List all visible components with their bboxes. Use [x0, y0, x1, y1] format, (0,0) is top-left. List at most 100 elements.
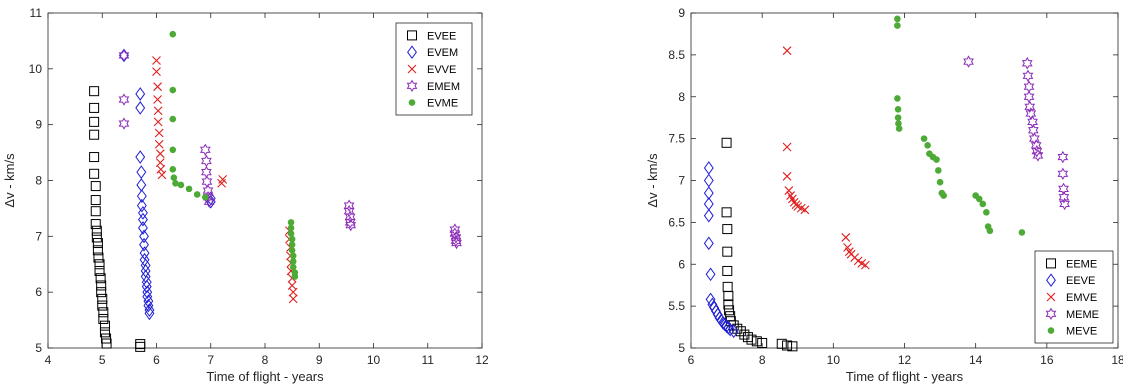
data-point [344, 216, 356, 229]
data-point [177, 181, 185, 189]
data-point [169, 146, 177, 154]
data-point [136, 189, 147, 203]
data-point [983, 209, 990, 216]
data-point [288, 287, 298, 297]
series-eeve [703, 161, 739, 339]
data-point [97, 300, 108, 311]
data-point [894, 15, 901, 23]
data-point [138, 221, 148, 235]
data-point [894, 106, 902, 113]
data-point [724, 305, 735, 316]
legend-marker [1046, 258, 1056, 269]
y-axis-label: Δv - km/s [2, 153, 17, 208]
legend-marker [1046, 273, 1056, 288]
data-point [91, 225, 102, 236]
data-point [935, 167, 942, 174]
data-point [1057, 167, 1069, 180]
x-tick-label: 4 [45, 353, 52, 367]
data-point [1031, 144, 1043, 158]
data-point [721, 207, 732, 218]
data-point [141, 275, 152, 289]
data-point [1022, 69, 1034, 83]
data-point [894, 114, 902, 121]
data-point [800, 205, 810, 215]
x-tick-label: 18 [1111, 353, 1123, 367]
data-point [287, 230, 295, 237]
x-tick-label: 8 [759, 353, 766, 367]
data-point [139, 246, 150, 260]
legend-label: MEME [1066, 309, 1099, 321]
data-point [118, 117, 130, 130]
data-point [703, 208, 714, 223]
data-point [787, 341, 798, 352]
data-point [1018, 229, 1026, 236]
legend-label: EEME [1066, 258, 1097, 270]
data-point [287, 224, 295, 232]
data-point [136, 198, 147, 213]
data-point [101, 333, 112, 344]
data-point [142, 285, 153, 300]
data-point [782, 171, 792, 181]
y-tick-label: 6 [678, 257, 685, 271]
data-point [723, 299, 734, 310]
data-point [288, 235, 296, 243]
data-point [93, 252, 104, 263]
legend-label: MEVE [1066, 326, 1097, 338]
data-point [1029, 132, 1040, 145]
data-point [933, 156, 940, 163]
data-point [1058, 191, 1070, 204]
data-point [705, 267, 716, 282]
data-point [451, 236, 462, 250]
data-point [193, 191, 201, 198]
legend-box [395, 22, 473, 116]
data-point [841, 233, 851, 242]
data-point [1021, 57, 1033, 70]
x-tick-label: 10 [827, 353, 841, 367]
data-point [1030, 139, 1042, 152]
data-point [141, 279, 152, 294]
data-point [98, 307, 109, 318]
data-point [1057, 150, 1069, 164]
x-tick-label: 11 [422, 353, 435, 367]
data-point [143, 294, 154, 308]
data-point [89, 116, 100, 127]
data-point [135, 87, 146, 101]
data-point [782, 142, 792, 152]
data-point [89, 86, 100, 97]
y-tick-label: 8.5 [668, 48, 685, 62]
data-point [288, 294, 298, 304]
data-point [99, 327, 110, 338]
data-point [1024, 100, 1036, 113]
data-point [144, 306, 155, 321]
legend-label: EVEM [427, 47, 458, 59]
data-point [940, 192, 947, 199]
data-point [99, 320, 110, 331]
x-tick-label: 10 [367, 353, 381, 367]
data-point [96, 287, 107, 298]
y-tick-label: 5.5 [668, 299, 685, 313]
data-point [90, 219, 101, 230]
series-evee [89, 86, 146, 352]
data-point [135, 101, 146, 115]
data-point [155, 158, 165, 168]
data-point [169, 115, 177, 123]
y-tick-label: 8 [35, 174, 42, 188]
data-point [291, 273, 299, 280]
x-tick-label: 16 [1040, 353, 1054, 367]
data-point [139, 237, 149, 252]
data-point [782, 46, 792, 56]
legend-label: EEVE [1066, 275, 1095, 287]
data-point [155, 149, 165, 159]
data-point [135, 150, 146, 164]
data-point [449, 227, 461, 240]
data-point [152, 56, 161, 65]
data-point [139, 229, 149, 244]
y-axis-label: Δv - km/s [645, 153, 660, 208]
data-point [936, 178, 944, 186]
data-point [218, 174, 228, 184]
data-point [169, 30, 177, 38]
legend-label: EVME [427, 98, 458, 110]
data-point [860, 260, 870, 270]
